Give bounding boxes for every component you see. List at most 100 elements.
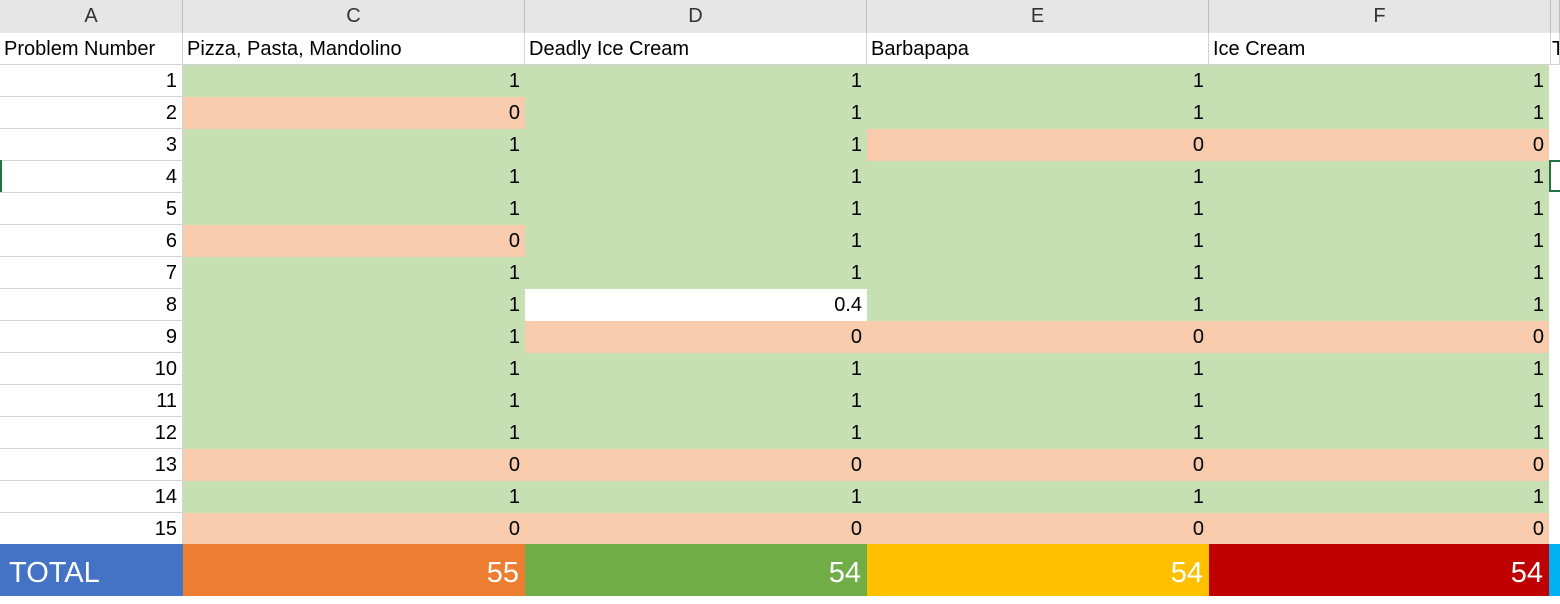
- score-cell-c[interactable]: 1: [183, 385, 525, 417]
- score-cell-c[interactable]: 1: [183, 353, 525, 385]
- selected-cell-outline[interactable]: [1549, 160, 1560, 192]
- total-pizza-pasta-mandolino[interactable]: 55: [183, 544, 525, 596]
- partial-cell[interactable]: [1549, 257, 1560, 289]
- score-cell-f[interactable]: 1: [1209, 193, 1549, 225]
- problem-number-cell[interactable]: 4: [0, 161, 183, 193]
- partial-cell[interactable]: [1549, 289, 1560, 321]
- header-cell-partial[interactable]: T: [1551, 33, 1560, 65]
- score-cell-f[interactable]: 0: [1209, 449, 1549, 481]
- score-cell-f[interactable]: 0: [1209, 513, 1549, 545]
- score-cell-d[interactable]: 1: [525, 193, 867, 225]
- score-cell-f[interactable]: 1: [1209, 417, 1549, 449]
- score-cell-c[interactable]: 0: [183, 225, 525, 257]
- problem-number-cell[interactable]: 10: [0, 353, 183, 385]
- problem-number-cell[interactable]: 5: [0, 193, 183, 225]
- score-cell-f[interactable]: 1: [1209, 257, 1549, 289]
- column-header-d[interactable]: D: [525, 0, 867, 33]
- score-cell-d[interactable]: 0: [525, 321, 867, 353]
- problem-number-cell[interactable]: 2: [0, 97, 183, 129]
- score-cell-c[interactable]: 0: [183, 513, 525, 545]
- partial-cell[interactable]: [1549, 417, 1560, 449]
- total-label-cell[interactable]: TOTAL: [0, 544, 183, 596]
- score-cell-e[interactable]: 0: [867, 513, 1209, 545]
- score-cell-c[interactable]: 1: [183, 321, 525, 353]
- problem-number-cell[interactable]: 6: [0, 225, 183, 257]
- total-barbapapa[interactable]: 54: [867, 544, 1209, 596]
- score-cell-d[interactable]: 1: [525, 65, 867, 97]
- partial-cell[interactable]: [1549, 193, 1560, 225]
- score-cell-d[interactable]: 1: [525, 385, 867, 417]
- partial-cell[interactable]: [1549, 449, 1560, 481]
- score-cell-d[interactable]: 1: [525, 481, 867, 513]
- score-cell-d[interactable]: 1: [525, 257, 867, 289]
- score-cell-d[interactable]: 1: [525, 353, 867, 385]
- problem-number-cell[interactable]: 12: [0, 417, 183, 449]
- score-cell-d[interactable]: 1: [525, 225, 867, 257]
- problem-number-cell[interactable]: 7: [0, 257, 183, 289]
- column-header-e[interactable]: E: [867, 0, 1209, 33]
- score-cell-e[interactable]: 1: [867, 65, 1209, 97]
- total-ice-cream[interactable]: 54: [1209, 544, 1549, 596]
- problem-number-cell[interactable]: 3: [0, 129, 183, 161]
- problem-number-cell[interactable]: 11: [0, 385, 183, 417]
- score-cell-e[interactable]: 0: [867, 449, 1209, 481]
- score-cell-f[interactable]: 0: [1209, 321, 1549, 353]
- score-cell-f[interactable]: 1: [1209, 65, 1549, 97]
- score-cell-e[interactable]: 1: [867, 257, 1209, 289]
- partial-cell[interactable]: [1549, 385, 1560, 417]
- score-cell-e[interactable]: 0: [867, 321, 1209, 353]
- partial-cell[interactable]: [1549, 353, 1560, 385]
- partial-cell[interactable]: [1549, 161, 1560, 193]
- partial-cell[interactable]: [1549, 225, 1560, 257]
- partial-cell[interactable]: [1549, 97, 1560, 129]
- score-cell-d[interactable]: 1: [525, 97, 867, 129]
- score-cell-e[interactable]: 1: [867, 481, 1209, 513]
- score-cell-f[interactable]: 0: [1209, 129, 1549, 161]
- column-header-f[interactable]: F: [1209, 0, 1551, 33]
- header-cell-barbapapa[interactable]: Barbapapa: [867, 33, 1209, 65]
- score-cell-e[interactable]: 1: [867, 385, 1209, 417]
- score-cell-c[interactable]: 1: [183, 193, 525, 225]
- score-cell-e[interactable]: 1: [867, 193, 1209, 225]
- score-cell-e[interactable]: 1: [867, 353, 1209, 385]
- header-cell-problem-number[interactable]: Problem Number: [0, 33, 183, 65]
- score-cell-d[interactable]: 1: [525, 161, 867, 193]
- score-cell-d[interactable]: 0: [525, 513, 867, 545]
- score-cell-f[interactable]: 1: [1209, 289, 1549, 321]
- header-cell-pizza-pasta-mandolino[interactable]: Pizza, Pasta, Mandolino: [183, 33, 525, 65]
- score-cell-e[interactable]: 1: [867, 97, 1209, 129]
- problem-number-cell[interactable]: 9: [0, 321, 183, 353]
- score-cell-c[interactable]: 1: [183, 417, 525, 449]
- score-cell-e[interactable]: 1: [867, 225, 1209, 257]
- problem-number-cell[interactable]: 1: [0, 65, 183, 97]
- header-cell-deadly-ice-cream[interactable]: Deadly Ice Cream: [525, 33, 867, 65]
- score-cell-c[interactable]: 1: [183, 161, 525, 193]
- problem-number-cell[interactable]: 14: [0, 481, 183, 513]
- score-cell-e[interactable]: 1: [867, 417, 1209, 449]
- total-deadly-ice-cream[interactable]: 54: [525, 544, 867, 596]
- score-cell-d[interactable]: 0: [525, 449, 867, 481]
- score-cell-d[interactable]: 1: [525, 417, 867, 449]
- score-cell-e[interactable]: 1: [867, 161, 1209, 193]
- problem-number-cell[interactable]: 15: [0, 513, 183, 545]
- header-cell-ice-cream[interactable]: Ice Cream: [1209, 33, 1551, 65]
- score-cell-c[interactable]: 1: [183, 257, 525, 289]
- score-cell-f[interactable]: 1: [1209, 97, 1549, 129]
- score-cell-c[interactable]: 1: [183, 481, 525, 513]
- score-cell-f[interactable]: 1: [1209, 385, 1549, 417]
- score-cell-c[interactable]: 1: [183, 289, 525, 321]
- score-cell-c[interactable]: 1: [183, 65, 525, 97]
- partial-total-cell[interactable]: [1549, 544, 1560, 596]
- score-cell-e[interactable]: 1: [867, 289, 1209, 321]
- score-cell-f[interactable]: 1: [1209, 225, 1549, 257]
- score-cell-c[interactable]: 1: [183, 129, 525, 161]
- partial-cell[interactable]: [1549, 513, 1560, 545]
- partial-cell[interactable]: [1549, 129, 1560, 161]
- partial-cell[interactable]: [1549, 321, 1560, 353]
- column-header-g[interactable]: [1551, 0, 1560, 33]
- column-header-c[interactable]: C: [183, 0, 525, 33]
- score-cell-f[interactable]: 1: [1209, 161, 1549, 193]
- problem-number-cell[interactable]: 13: [0, 449, 183, 481]
- score-cell-e[interactable]: 0: [867, 129, 1209, 161]
